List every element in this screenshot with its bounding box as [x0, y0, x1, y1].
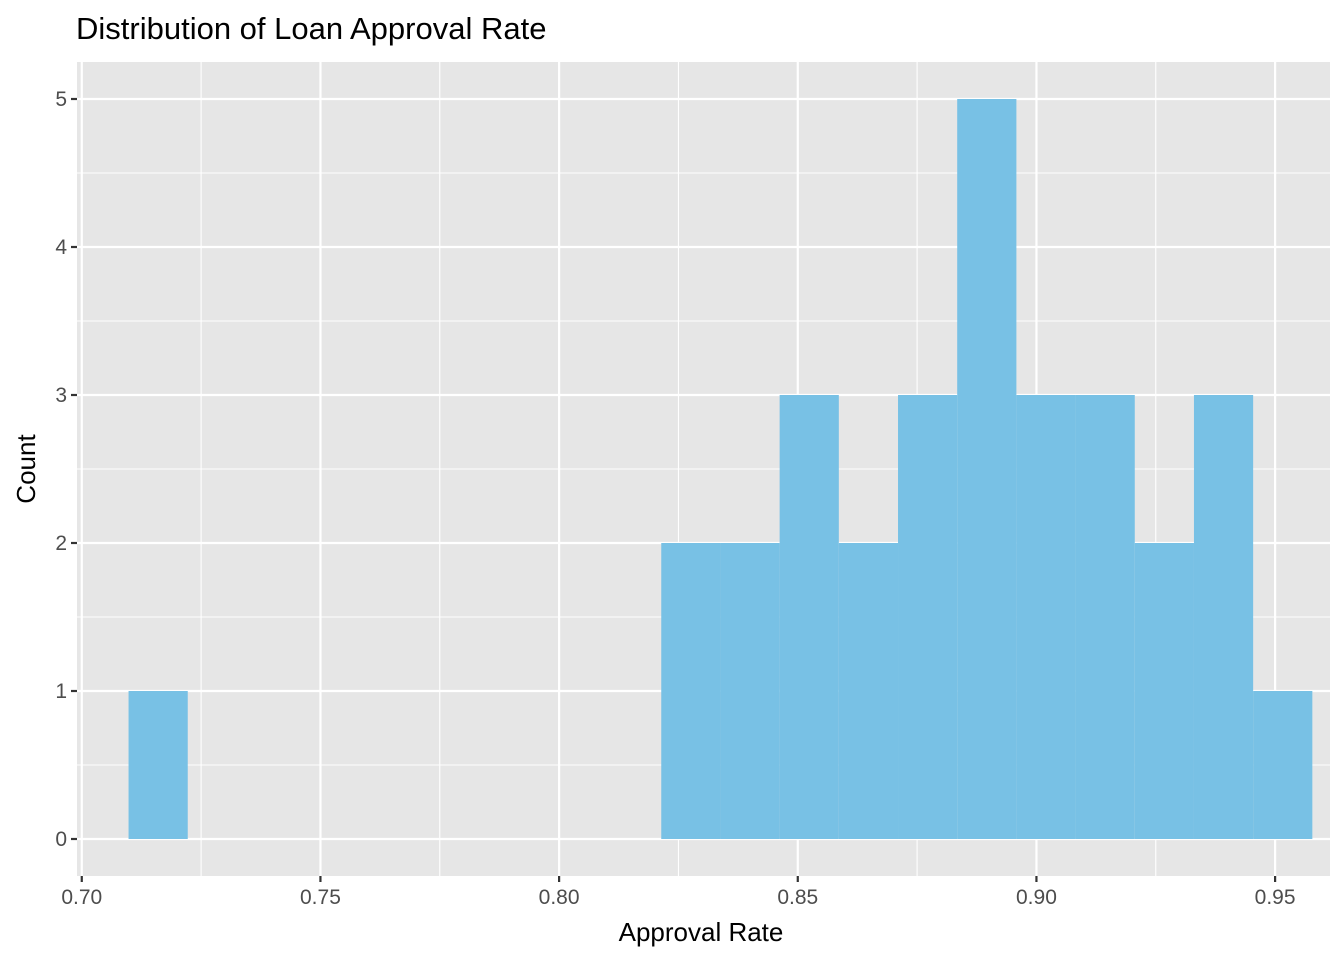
histogram-bar: [720, 543, 780, 839]
histogram-bar: [1016, 395, 1076, 839]
chart-title: Distribution of Loan Approval Rate: [76, 11, 546, 46]
y-tick-label: 0: [55, 828, 67, 851]
histogram-bar: [957, 99, 1017, 839]
x-tick-label: 0.95: [1255, 886, 1296, 909]
y-axis-ticks: 0 1 2 3 4 5: [55, 88, 77, 851]
y-tick-label: 3: [55, 384, 67, 407]
histogram-bar: [661, 543, 721, 839]
y-tick-label: 4: [55, 236, 67, 259]
y-tick-label: 2: [55, 532, 67, 555]
x-tick-label: 0.85: [777, 886, 818, 909]
histogram-bar: [128, 691, 188, 839]
histogram-bar: [1253, 691, 1313, 839]
histogram-bar: [779, 395, 839, 839]
x-tick-label: 0.80: [539, 886, 580, 909]
histogram-bar: [838, 543, 899, 839]
x-axis-title: Approval Rate: [619, 917, 784, 947]
histogram-bar: [1193, 395, 1254, 839]
x-tick-label: 0.75: [300, 886, 341, 909]
y-tick-label: 5: [55, 88, 67, 111]
histogram-bars: [128, 99, 1313, 839]
histogram-bar: [1075, 395, 1135, 839]
histogram-bar: [1134, 543, 1194, 839]
x-tick-label: 0.90: [1016, 886, 1057, 909]
x-axis-ticks: 0.70 0.75 0.80 0.85 0.90 0.95: [61, 876, 1296, 909]
x-tick-label: 0.70: [61, 886, 102, 909]
histogram-bar: [898, 395, 958, 839]
y-axis-title: Count: [11, 434, 41, 504]
y-tick-label: 1: [55, 680, 67, 703]
